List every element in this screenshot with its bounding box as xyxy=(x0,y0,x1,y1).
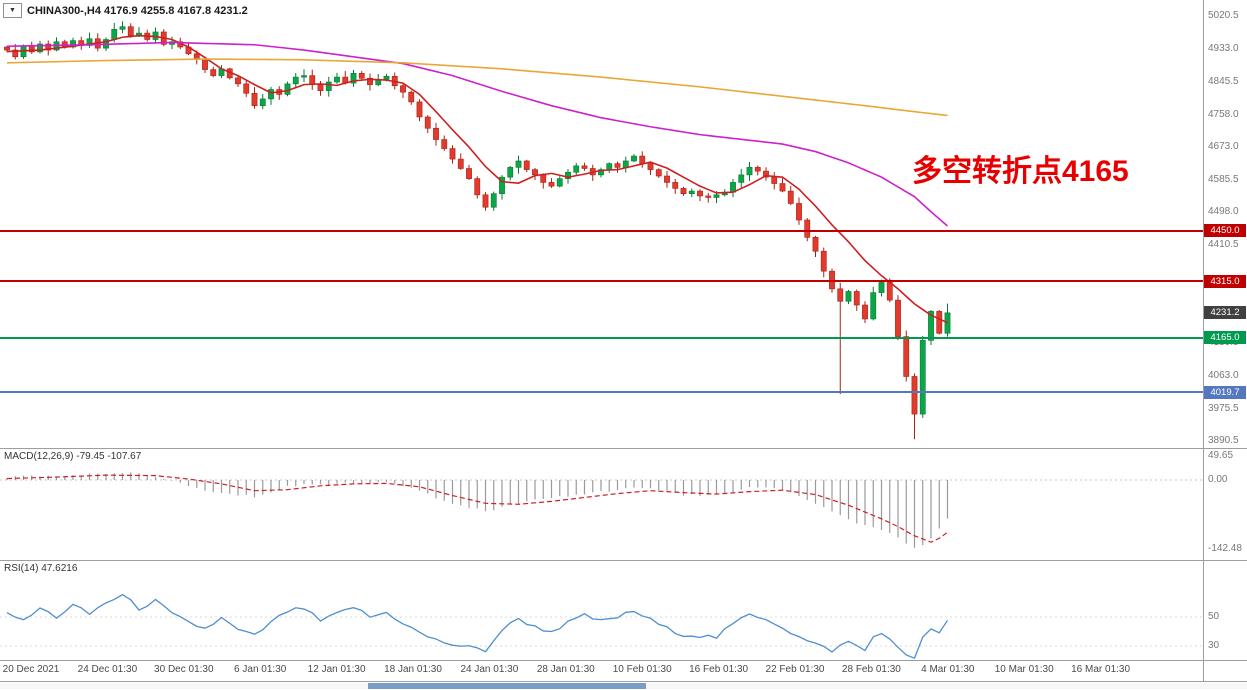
price-axis-border xyxy=(1203,0,1204,681)
price-axis-label: 4845.5 xyxy=(1208,75,1239,87)
time-axis-label: 20 Dec 2021 xyxy=(2,664,60,675)
chevron-down-icon: ▼ xyxy=(9,7,16,14)
price-badge: 4315.0 xyxy=(1204,274,1246,288)
price-axis-label: 4410.5 xyxy=(1208,239,1239,251)
rsi-indicator-label: RSI(14) 47.6216 xyxy=(4,563,77,574)
rsi-title: RSI(14) xyxy=(4,563,39,574)
price-level-line-4019.7[interactable] xyxy=(0,391,1203,394)
time-axis-label: 18 Jan 01:30 xyxy=(384,664,442,675)
price-badge: 4231.2 xyxy=(1204,306,1246,320)
macd-axis-label: 0.00 xyxy=(1208,474,1228,485)
ma-mid-magenta xyxy=(6,41,949,227)
price-badge: 4165.0 xyxy=(1204,331,1246,345)
time-axis-label: 28 Jan 01:30 xyxy=(536,664,595,675)
price-level-line-4450.0[interactable] xyxy=(0,229,1203,232)
time-axis[interactable]: 20 Dec 2021 24 Dec 01:30 30 Dec 01:30 6 Jan… xyxy=(0,661,1203,681)
price-axis-label: 4498.0 xyxy=(1208,206,1239,218)
time-axis-label: 16 Mar 01:30 xyxy=(1071,664,1131,675)
price-level-line-4165.0[interactable] xyxy=(0,336,1203,339)
time-axis-label: 12 Jan 01:30 xyxy=(307,664,366,675)
horizontal-scrollbar[interactable] xyxy=(0,683,1247,689)
price-axis-label: 4933.0 xyxy=(1208,42,1239,54)
scrollbar-thumb[interactable] xyxy=(368,683,646,689)
time-axis-label: 24 Jan 01:30 xyxy=(460,664,519,675)
time-axis-label: 10 Mar 01:30 xyxy=(994,664,1054,675)
price-axis-label: 4758.0 xyxy=(1208,108,1239,120)
chart-canvas[interactable] xyxy=(0,0,1203,682)
price-axis-label: 4585.5 xyxy=(1208,173,1239,185)
price-axis-label: 4673.0 xyxy=(1208,140,1239,152)
chart-bottom-border xyxy=(0,681,1247,682)
panel-separator[interactable] xyxy=(0,560,1247,561)
time-axis-label: 28 Feb 01:30 xyxy=(841,664,901,675)
macd-values: -79.45 -107.67 xyxy=(76,451,142,462)
price-axis-label: 4063.0 xyxy=(1208,370,1239,382)
macd-axis-label: 49.65 xyxy=(1208,449,1234,461)
time-axis-label: 16 Feb 01:30 xyxy=(689,664,749,675)
price-badge: 4019.7 xyxy=(1204,385,1246,399)
time-axis-label: 22 Feb 01:30 xyxy=(765,664,825,675)
symbol-dropdown-button[interactable]: ▼ xyxy=(3,3,22,18)
chart-header: ▼ CHINA300-,H4 4176.9 4255.8 4167.8 4231… xyxy=(3,3,248,18)
panel-separator[interactable] xyxy=(0,448,1247,449)
price-axis[interactable]: 5020.5 4933.0 4845.5 4758.0 4673.0 4585.5 4498… xyxy=(1203,0,1247,682)
macd-indicator-label: MACD(12,26,9) -79.45 -107.67 xyxy=(4,451,141,462)
panel-separator xyxy=(0,660,1247,661)
time-axis-label: 4 Mar 01:30 xyxy=(921,664,975,675)
price-axis-label: 3975.5 xyxy=(1208,403,1239,414)
price-axis-label: 3890.5 xyxy=(1208,434,1239,446)
rsi-value: 47.6216 xyxy=(41,563,78,574)
price-level-line-4315.0[interactable] xyxy=(0,280,1203,283)
time-axis-label: 30 Dec 01:30 xyxy=(154,664,214,675)
macd-title: MACD(12,26,9) xyxy=(4,451,74,462)
price-axis-label: 5020.5 xyxy=(1208,9,1239,21)
ma-fast-red xyxy=(6,34,948,324)
rsi-axis-label: 30 xyxy=(1208,640,1220,651)
ma-slow-orange xyxy=(6,58,948,117)
chart-annotation-text[interactable]: 多空转折点4165 xyxy=(912,155,1129,188)
macd-axis-label: -142.48 xyxy=(1208,543,1242,555)
time-axis-label: 10 Feb 01:30 xyxy=(612,664,672,675)
time-axis-label: 6 Jan 01:30 xyxy=(234,664,287,675)
symbol-ohlc-label: CHINA300-,H4 4176.9 4255.8 4167.8 4231.2 xyxy=(27,4,248,17)
rsi-axis-label: 50 xyxy=(1208,611,1220,622)
time-axis-label: 24 Dec 01:30 xyxy=(77,664,138,675)
price-badge: 4450.0 xyxy=(1204,224,1246,238)
